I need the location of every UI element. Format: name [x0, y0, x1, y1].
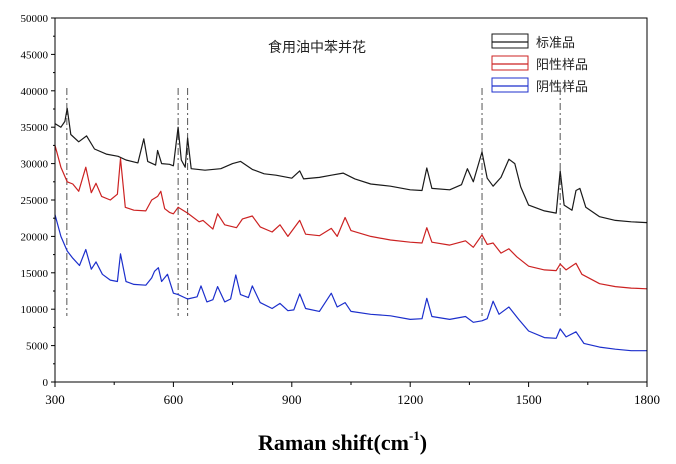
legend-swatch — [491, 77, 529, 93]
x-axis-title: Raman shift(cm-1) — [258, 428, 427, 455]
y-tick-label: 35000 — [21, 122, 49, 134]
series-line — [54, 107, 648, 224]
x-tick-label: 300 — [45, 392, 65, 407]
x-tick-label: 1500 — [516, 392, 542, 407]
x-tick-label: 900 — [282, 392, 302, 407]
series-line — [54, 145, 648, 290]
x-tick-label: 1800 — [634, 392, 660, 407]
y-tick-label: 50000 — [21, 13, 49, 25]
legend-swatch — [491, 55, 529, 71]
y-tick-label: 15000 — [21, 268, 49, 280]
x-axis-title-superscript: -1 — [409, 428, 420, 443]
y-tick-label: 40000 — [21, 86, 49, 98]
y-tick-label: 25000 — [21, 195, 49, 207]
y-tick-label: 5000 — [26, 341, 49, 353]
legend-swatch — [491, 33, 529, 49]
x-tick-label: 600 — [164, 392, 184, 407]
y-tick-label: 0 — [43, 377, 49, 389]
y-tick-label: 45000 — [21, 49, 49, 61]
spectra-series — [54, 107, 648, 352]
x-axis-title-main: Raman shift(cm — [258, 430, 409, 455]
y-tick-label: 30000 — [21, 159, 49, 171]
legend-label: 阴性样品 — [536, 80, 588, 95]
legend-label: 阳性样品 — [536, 58, 588, 73]
x-axis-title-close: ) — [420, 430, 427, 455]
series-line — [54, 214, 647, 352]
x-tick-label: 1200 — [397, 392, 423, 407]
x-axis: 300 600 900 1200 1500 1800 — [45, 382, 660, 407]
y-tick-label: 20000 — [21, 231, 49, 243]
y-axis: 0 5000 10000 15000 20000 25000 30000 35000 40000… — [21, 13, 55, 389]
legend-label: 标准品 — [536, 36, 575, 51]
y-tick-label: 10000 — [21, 304, 49, 316]
reference-lines — [66, 88, 561, 316]
chart-title: 食用油中苯并花 — [268, 39, 366, 56]
